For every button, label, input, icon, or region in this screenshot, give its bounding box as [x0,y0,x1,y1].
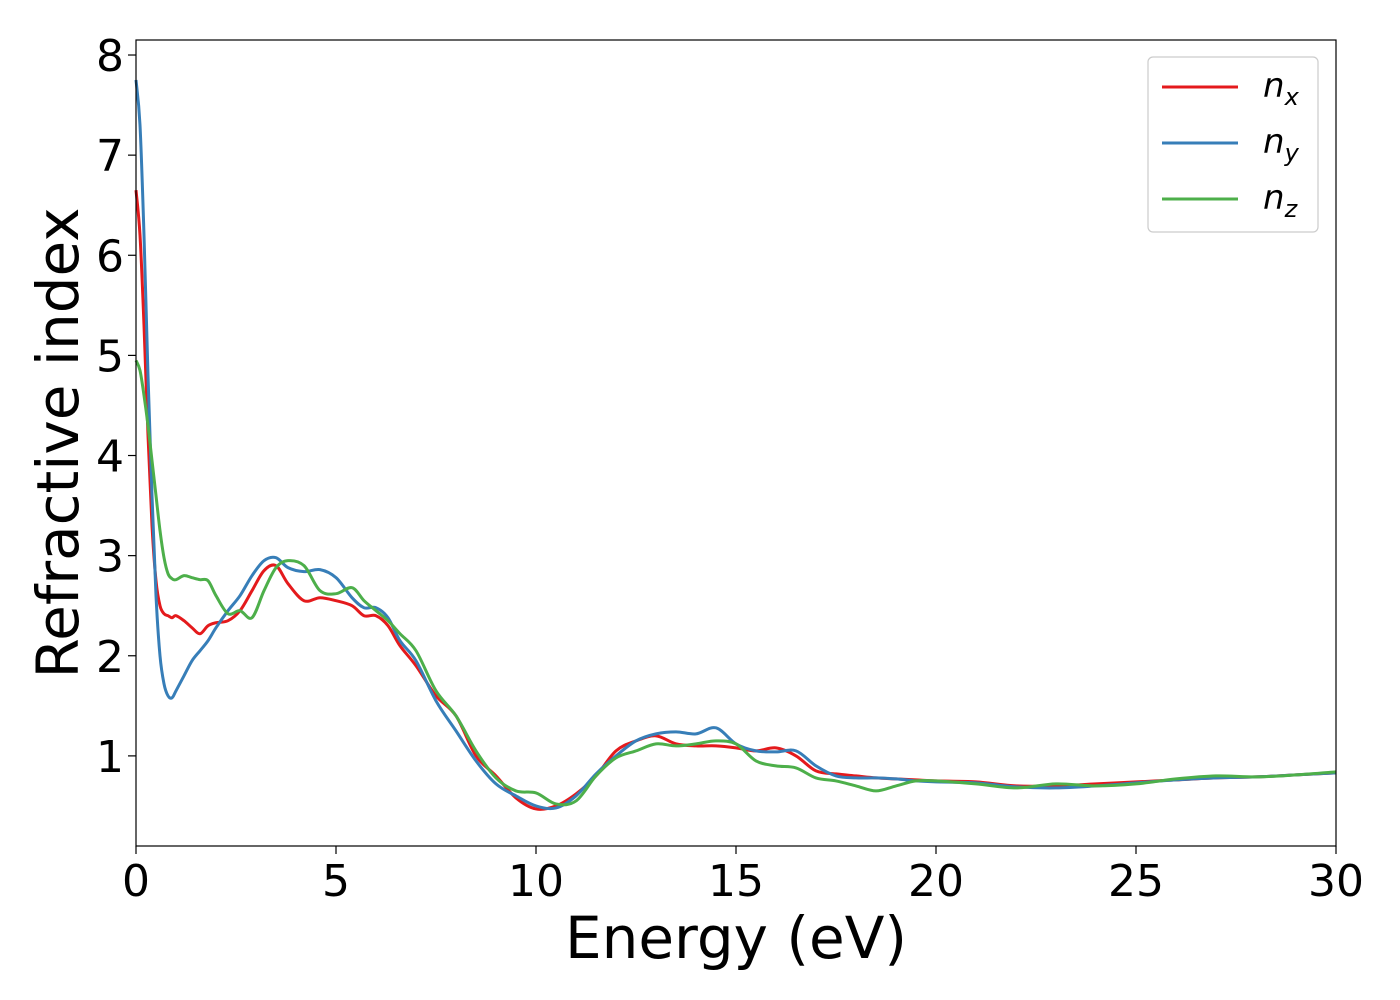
y-tick-label: 8 [96,31,124,82]
x-tick-label: 0 [122,856,150,907]
legend-label-nz: nz [1263,178,1299,223]
legend-label-ny: ny [1263,122,1300,167]
x-tick-label: 10 [508,856,564,907]
y-tick-label: 5 [96,331,124,382]
x-axis-ticks: 0 5 10 15 20 25 30 [122,846,1364,907]
y-tick-label: 1 [96,732,124,783]
x-tick-label: 25 [1108,856,1164,907]
y-tick-label: 4 [96,432,124,483]
series-line-nx [134,190,1337,811]
series-layer [134,79,1337,811]
x-tick-label: 5 [322,856,350,907]
x-tick-label: 15 [708,856,764,907]
y-tick-label: 3 [96,532,124,583]
legend-label-nx: nx [1263,66,1300,111]
y-tick-label: 7 [96,131,124,182]
x-tick-label: 20 [908,856,964,907]
series-line-nz [134,359,1337,807]
y-axis-ticks: 1 2 3 4 5 6 7 8 [96,31,136,783]
legend: nx ny nz [1147,56,1319,233]
x-axis-label: Energy (eV) [565,904,907,972]
y-tick-label: 2 [96,632,124,683]
y-tick-label: 6 [96,231,124,282]
x-tick-label: 30 [1308,856,1364,907]
y-axis-label: Refractive index [24,207,92,678]
